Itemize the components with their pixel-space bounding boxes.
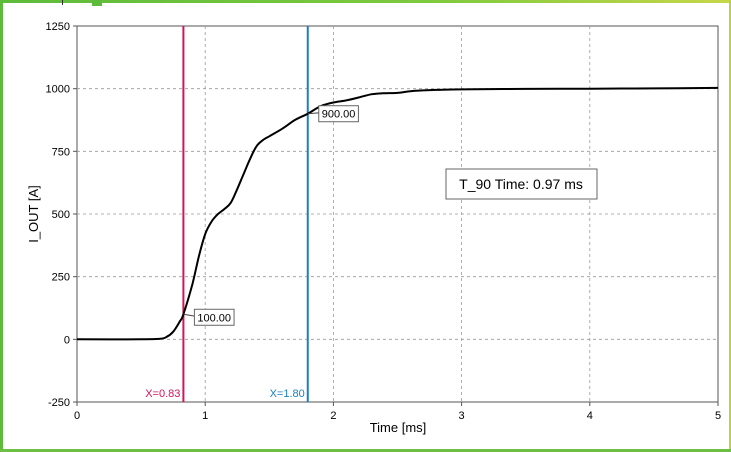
window-top-border (0, 0, 731, 3)
t90-annotation: T_90 Time: 0.97 ms (445, 168, 598, 200)
top-tab-marker (92, 0, 102, 6)
y-tick-label: 500 (52, 209, 70, 221)
cursor-value-labels: 100.00 900.00 (183, 105, 359, 326)
t90-annotation-box (445, 168, 598, 200)
value-label-leader (307, 112, 320, 115)
t90-annotation-text: T_90 Time: 0.97 ms (459, 176, 583, 192)
value-label-leader (183, 313, 196, 317)
y-tick-label: 0 (64, 334, 70, 346)
series-line-i-out (76, 86, 719, 341)
y-tick-label: 250 (52, 272, 70, 284)
x-tick-label: 5 (715, 410, 721, 422)
cursor-lines: X=0.83 X=1.80 (145, 26, 309, 402)
y-tick-label: 750 (52, 146, 70, 158)
window-left-border (0, 0, 3, 452)
cursor-value-label: 900.00 (322, 109, 356, 121)
x-tick-label: 1 (202, 410, 208, 422)
x-axis-ticks: 0 1 2 3 4 5 (74, 402, 721, 422)
x-tick-label: 4 (587, 410, 593, 422)
cursor-x-label: X=0.83 (145, 388, 180, 400)
cursor-value-label: 100.00 (197, 312, 231, 324)
y-tick-label: 1000 (46, 84, 70, 96)
x-tick-label: 2 (330, 410, 336, 422)
cursor-value-box (318, 105, 359, 123)
y-axis-ticks: -250 0 250 500 750 1000 1250 (46, 21, 77, 409)
window-right-border (729, 0, 731, 452)
x-axis-title: Time [ms] (370, 420, 427, 435)
y-tick-label: 1250 (46, 21, 70, 33)
cursor-value-box (193, 308, 235, 326)
x-tick-label: 3 (459, 410, 465, 422)
y-axis-title: I_OUT [A] (26, 185, 41, 243)
x-tick-label: 0 (74, 410, 80, 422)
y-tick-label: -250 (48, 397, 70, 409)
cursor-x-label: X=1.80 (270, 388, 305, 400)
window-bottom-border (0, 449, 731, 452)
top-tab-divider (62, 0, 63, 5)
